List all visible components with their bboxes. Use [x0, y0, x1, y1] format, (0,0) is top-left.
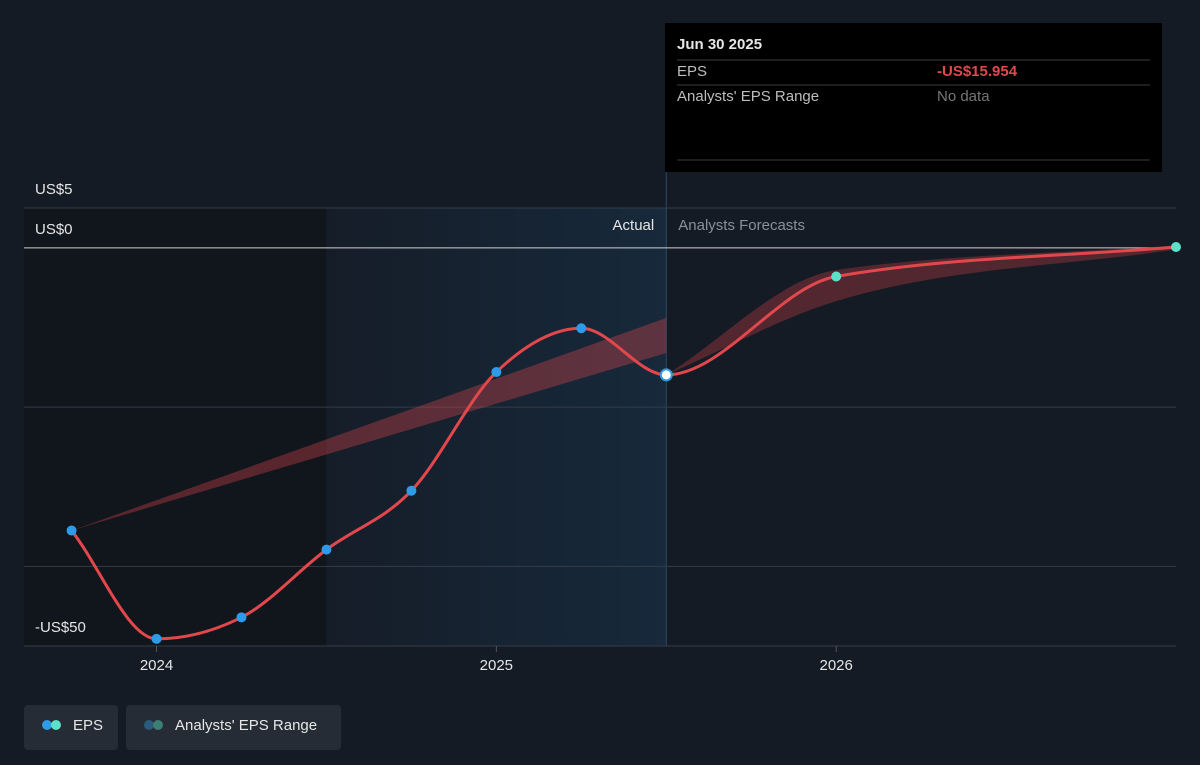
eps-point — [1171, 242, 1181, 253]
tooltip: Jun 30 2025 EPS -US$15.954 Analysts' EPS… — [665, 23, 1162, 172]
legend-label: Analysts' EPS Range — [175, 717, 317, 734]
tooltip-box — [665, 23, 1162, 172]
recent-shade — [326, 208, 667, 646]
eps-point — [491, 367, 502, 378]
eps-point — [66, 525, 77, 536]
past-shade — [24, 208, 327, 646]
legend-dot — [153, 720, 163, 730]
tooltip-value: No data — [937, 88, 990, 105]
tooltip-value: -US$15.954 — [937, 63, 1018, 80]
eps-range-band — [666, 245, 1176, 375]
eps-point — [151, 633, 162, 644]
forecast-label: Analysts Forecasts — [678, 217, 805, 234]
legend-dot — [144, 720, 154, 730]
legend-button[interactable] — [126, 705, 341, 750]
x-tick-label: 2026 — [819, 657, 852, 674]
y-tick-label: -US$50 — [35, 619, 86, 636]
actual-label: Actual — [613, 217, 655, 234]
tooltip-label: EPS — [677, 63, 707, 80]
y-tick-label: US$0 — [35, 221, 73, 238]
eps-point — [236, 612, 247, 623]
y-tick-label: US$5 — [35, 181, 73, 198]
eps-range-band — [71, 317, 667, 531]
tooltip-date: Jun 30 2025 — [677, 36, 762, 53]
eps-point — [831, 271, 842, 282]
eps-point — [659, 368, 673, 382]
eps-point — [406, 485, 417, 496]
x-tick-label: 2025 — [480, 657, 513, 674]
legend-dot — [42, 720, 52, 730]
legend: EPS Analysts' EPS Range — [24, 705, 341, 750]
legend-dot — [51, 720, 61, 730]
legend-button[interactable] — [24, 705, 118, 750]
legend-label: EPS — [73, 717, 103, 734]
x-tick-label: 2024 — [140, 657, 173, 674]
eps-point — [321, 544, 332, 555]
tooltip-label: Analysts' EPS Range — [677, 88, 819, 105]
eps-point — [576, 323, 587, 334]
